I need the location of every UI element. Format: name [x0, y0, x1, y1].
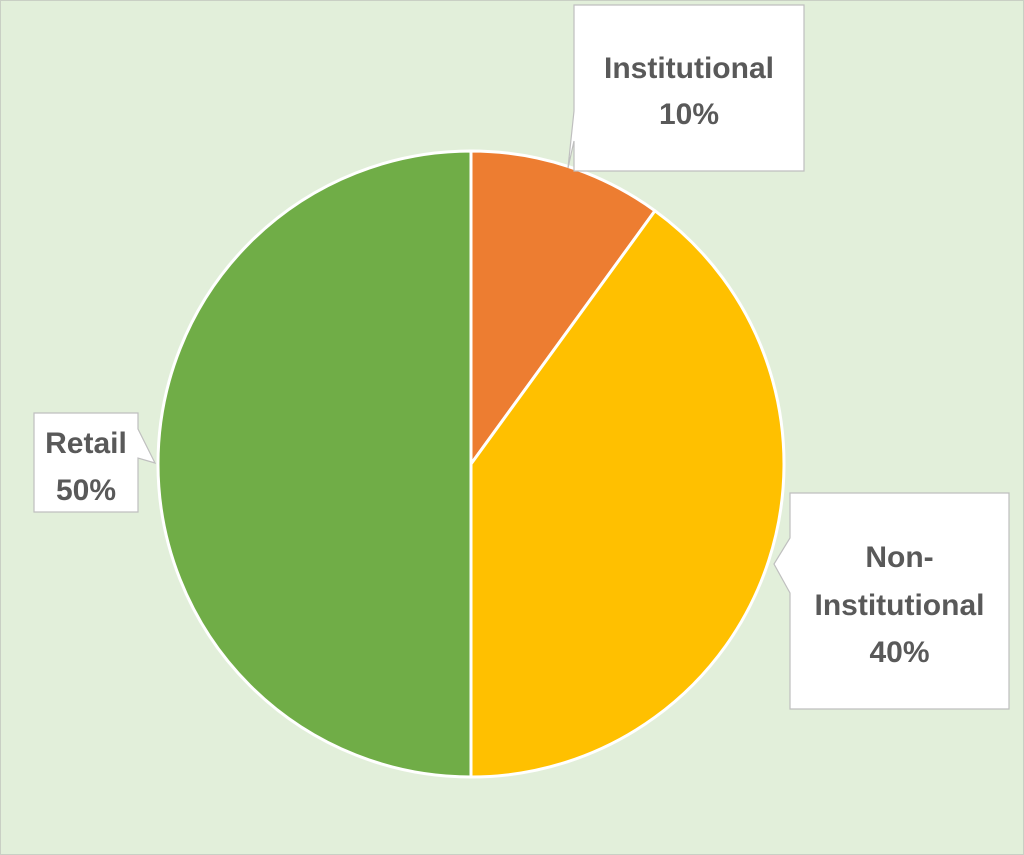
callout-box — [33, 412, 157, 513]
callout-non-institutional: Non- Institutional 40% — [773, 492, 1010, 710]
callout-institutional: Institutional 10% — [567, 4, 805, 172]
slice-label-retail: Retail — [45, 427, 127, 460]
slice-percent-non-institutional: 40% — [869, 636, 929, 669]
slice-percent-institutional: 10% — [659, 98, 719, 131]
slice-label-non-institutional: Non- — [865, 541, 933, 574]
callout-box — [567, 4, 805, 172]
pie-slice-retail — [156, 149, 473, 779]
slice-label-institutional: Institutional — [604, 52, 774, 85]
slice-label-non-institutional: Institutional — [815, 589, 985, 622]
callout-retail: Retail 50% — [33, 412, 157, 513]
callout-box — [773, 492, 1010, 710]
slice-percent-retail: 50% — [56, 474, 116, 507]
pie-slice-non-institutional — [469, 209, 786, 779]
